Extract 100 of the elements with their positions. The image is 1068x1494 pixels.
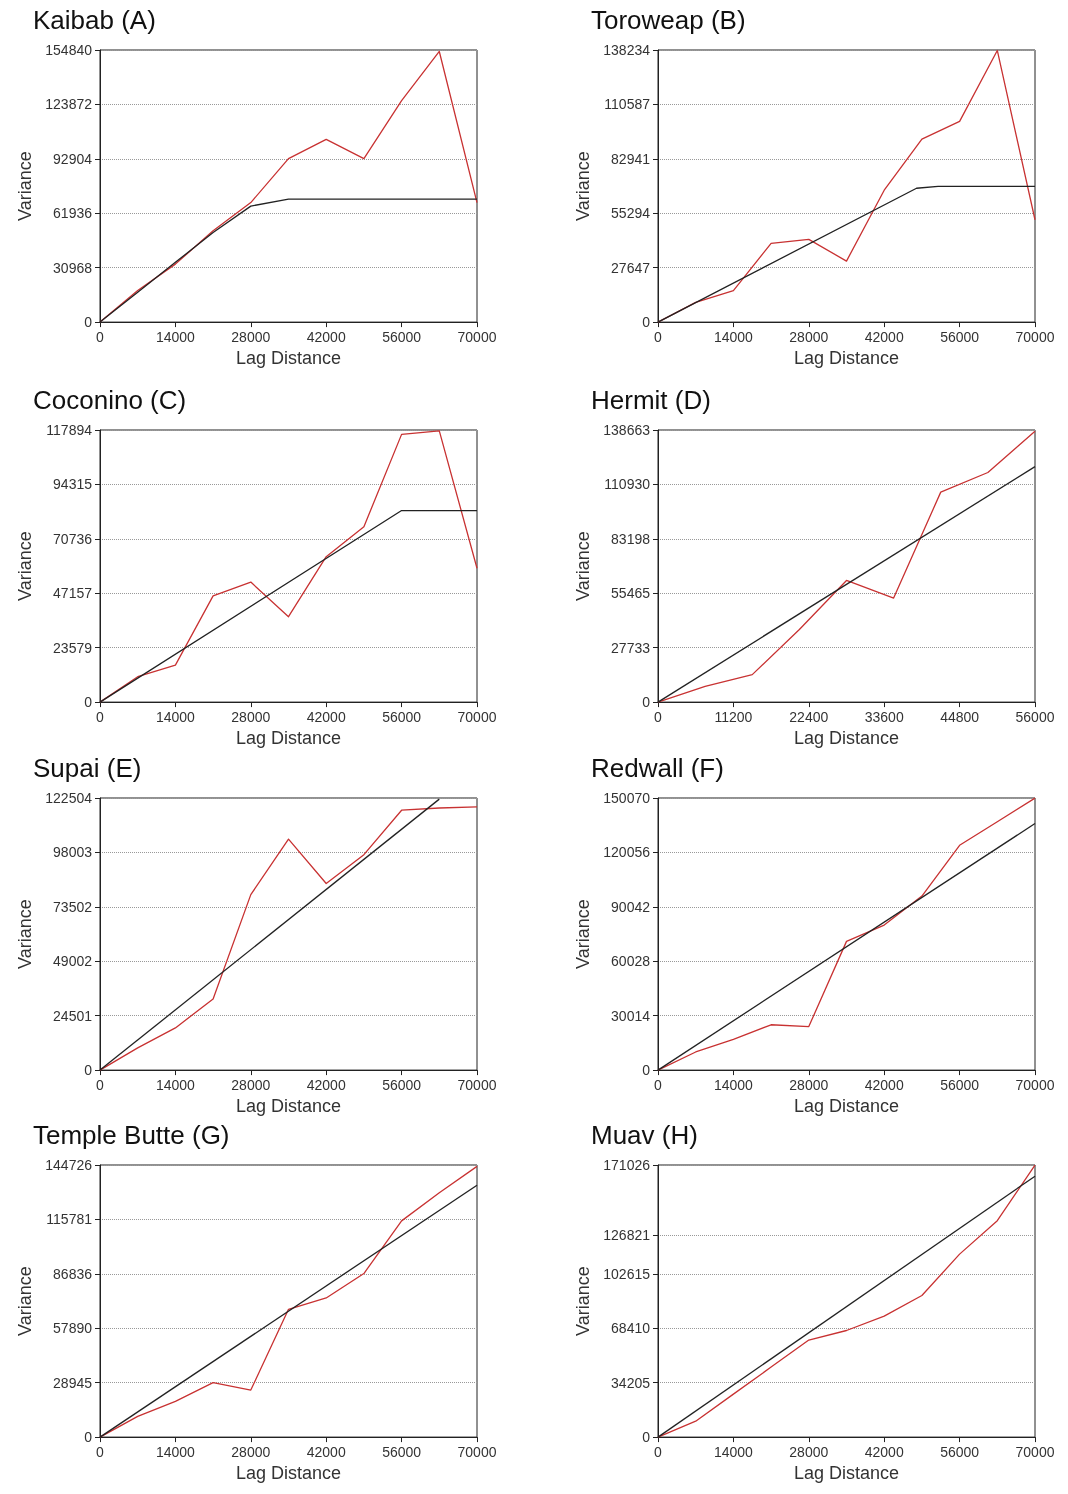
y-axis-title: Variance bbox=[15, 151, 35, 221]
y-tick-label: 61936 bbox=[53, 205, 93, 222]
chart-title: Temple Butte (G) bbox=[33, 1120, 230, 1150]
chart-title: Coconino (C) bbox=[33, 385, 187, 415]
x-tick-label: 56000 bbox=[940, 1444, 980, 1461]
y-tick-label: 150070 bbox=[603, 790, 651, 806]
y-tick-label: 138663 bbox=[603, 422, 651, 438]
y-tick-label: 24501 bbox=[53, 1007, 93, 1024]
x-tick-label: 56000 bbox=[940, 1077, 980, 1094]
x-tick-label: 28000 bbox=[231, 1077, 271, 1094]
x-tick-label: 42000 bbox=[306, 709, 346, 726]
x-tick-label: 42000 bbox=[864, 329, 904, 346]
y-tick-label: 0 bbox=[84, 1062, 93, 1079]
x-tick-label: 0 bbox=[654, 1077, 663, 1094]
y-tick-label: 49002 bbox=[53, 953, 93, 970]
x-axis-title: Lag Distance bbox=[235, 1096, 342, 1116]
y-tick-label: 0 bbox=[642, 1429, 651, 1446]
y-tick-label: 86836 bbox=[53, 1265, 93, 1282]
y-tick-label: 82941 bbox=[611, 150, 651, 167]
y-tick-label: 68410 bbox=[611, 1320, 651, 1337]
x-tick-label: 22400 bbox=[789, 709, 829, 726]
y-tick-label: 28945 bbox=[53, 1374, 93, 1391]
x-tick-label: 28000 bbox=[231, 329, 271, 346]
y-tick-label: 27647 bbox=[611, 259, 651, 276]
x-tick-label: 0 bbox=[654, 329, 663, 346]
x-tick-label: 28000 bbox=[231, 1444, 271, 1461]
chart-title: Hermit (D) bbox=[591, 385, 711, 415]
x-axis-title: Lag Distance bbox=[235, 1463, 342, 1483]
chart-title: Redwall (F) bbox=[591, 753, 724, 783]
x-tick-label: 56000 bbox=[1015, 709, 1055, 726]
x-tick-label: 28000 bbox=[789, 1077, 829, 1094]
x-axis-title: Lag Distance bbox=[235, 728, 342, 748]
x-tick-label: 14000 bbox=[713, 329, 754, 346]
y-tick-label: 122504 bbox=[45, 790, 93, 806]
x-tick-label: 44800 bbox=[940, 709, 980, 726]
x-tick-label: 70000 bbox=[457, 329, 497, 346]
x-tick-label: 56000 bbox=[382, 709, 422, 726]
y-tick-label: 55294 bbox=[611, 205, 651, 222]
x-tick-label: 0 bbox=[96, 329, 105, 346]
y-tick-label: 83198 bbox=[611, 530, 651, 547]
y-tick-label: 92904 bbox=[53, 150, 93, 167]
y-axis-title: Variance bbox=[15, 1266, 35, 1336]
x-tick-label: 56000 bbox=[940, 329, 980, 346]
x-tick-label: 42000 bbox=[864, 1077, 904, 1094]
y-axis-title: Variance bbox=[573, 899, 593, 969]
y-tick-label: 115781 bbox=[46, 1211, 93, 1228]
y-axis-title: Variance bbox=[15, 531, 35, 601]
y-axis-title: Variance bbox=[573, 151, 593, 221]
x-tick-label: 56000 bbox=[382, 1077, 422, 1094]
y-tick-label: 30968 bbox=[53, 259, 93, 276]
y-tick-label: 27733 bbox=[611, 639, 651, 656]
x-tick-label: 14000 bbox=[155, 709, 196, 726]
y-axis-title: Variance bbox=[573, 1266, 593, 1336]
y-tick-label: 123872 bbox=[45, 96, 93, 113]
y-tick-label: 57890 bbox=[53, 1320, 93, 1337]
x-tick-label: 70000 bbox=[457, 709, 497, 726]
chart-title: Toroweap (B) bbox=[591, 5, 746, 35]
y-tick-label: 154840 bbox=[45, 42, 93, 58]
x-tick-label: 0 bbox=[96, 709, 105, 726]
y-tick-label: 34205 bbox=[611, 1374, 651, 1391]
y-axis-title: Variance bbox=[573, 531, 593, 601]
x-axis-title: Lag Distance bbox=[793, 1463, 900, 1483]
y-tick-label: 0 bbox=[84, 1429, 93, 1446]
y-tick-label: 171026 bbox=[603, 1157, 651, 1173]
y-tick-label: 144726 bbox=[45, 1157, 93, 1173]
y-tick-label: 126821 bbox=[603, 1227, 651, 1244]
y-tick-label: 70736 bbox=[53, 530, 93, 547]
x-tick-label: 56000 bbox=[382, 1444, 422, 1461]
y-tick-label: 73502 bbox=[53, 898, 93, 915]
x-tick-label: 42000 bbox=[864, 1444, 904, 1461]
x-tick-label: 70000 bbox=[1015, 1077, 1055, 1094]
y-tick-label: 120056 bbox=[603, 844, 651, 861]
x-tick-label: 0 bbox=[96, 1444, 105, 1461]
x-tick-label: 56000 bbox=[382, 329, 422, 346]
x-tick-label: 33600 bbox=[864, 709, 904, 726]
y-tick-label: 0 bbox=[642, 1062, 651, 1079]
y-tick-label: 138234 bbox=[603, 42, 651, 58]
y-tick-label: 90042 bbox=[611, 898, 651, 915]
y-tick-label: 0 bbox=[84, 694, 93, 711]
x-tick-label: 42000 bbox=[306, 1444, 346, 1461]
y-axis-title: Variance bbox=[15, 899, 35, 969]
y-tick-label: 98003 bbox=[53, 844, 93, 861]
x-tick-label: 28000 bbox=[231, 709, 271, 726]
y-tick-label: 110587 bbox=[604, 96, 651, 113]
x-tick-label: 11200 bbox=[714, 709, 753, 726]
y-tick-label: 30014 bbox=[611, 1007, 651, 1024]
chart-title: Kaibab (A) bbox=[33, 5, 156, 35]
x-tick-label: 14000 bbox=[155, 1077, 196, 1094]
x-tick-label: 70000 bbox=[457, 1444, 497, 1461]
x-axis-title: Lag Distance bbox=[793, 348, 900, 368]
y-tick-label: 0 bbox=[84, 314, 93, 331]
x-tick-label: 14000 bbox=[713, 1444, 754, 1461]
x-tick-label: 14000 bbox=[155, 1444, 196, 1461]
chart-title: Supai (E) bbox=[33, 753, 142, 783]
y-tick-label: 47157 bbox=[53, 585, 93, 602]
x-tick-label: 70000 bbox=[457, 1077, 497, 1094]
y-tick-label: 117894 bbox=[46, 422, 93, 438]
x-tick-label: 28000 bbox=[789, 329, 829, 346]
x-axis-title: Lag Distance bbox=[235, 348, 342, 368]
x-tick-label: 42000 bbox=[306, 329, 346, 346]
